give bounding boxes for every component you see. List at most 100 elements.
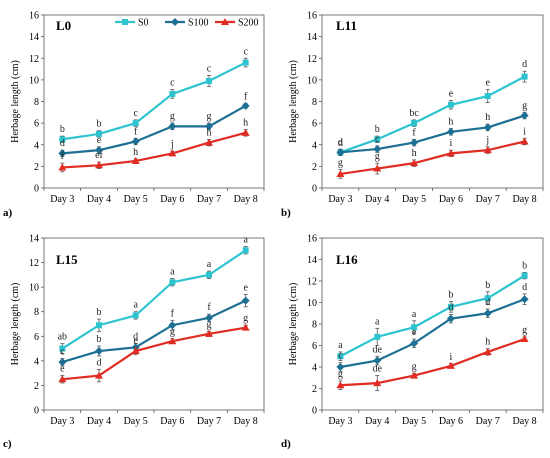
data-point bbox=[336, 363, 345, 371]
data-point bbox=[132, 312, 139, 319]
data-point bbox=[483, 123, 492, 132]
significance-letter: a bbox=[243, 235, 248, 246]
significance-letter: j bbox=[485, 135, 489, 146]
legend-label: S100 bbox=[188, 18, 209, 29]
data-point bbox=[521, 272, 528, 279]
series-s0: ab b a a a a bbox=[58, 235, 249, 354]
series-line bbox=[61, 249, 247, 350]
y-tick-label: 16 bbox=[307, 11, 317, 22]
data-point bbox=[58, 358, 67, 367]
data-point bbox=[410, 339, 419, 348]
y-tick-label: 2 bbox=[34, 162, 39, 173]
data-point bbox=[446, 127, 455, 136]
legend: S0 S100 S200 bbox=[115, 18, 259, 29]
data-point bbox=[59, 136, 66, 143]
legend-marker bbox=[171, 18, 179, 26]
significance-letter: b bbox=[375, 124, 380, 135]
significance-letter: c bbox=[338, 351, 343, 362]
significance-letter: e bbox=[449, 88, 454, 99]
significance-letter: c bbox=[375, 134, 380, 145]
significance-letter: b bbox=[97, 307, 102, 318]
series-s100: d cfh hg bbox=[336, 100, 529, 157]
significance-letter: h bbox=[485, 337, 490, 348]
significance-letter: a bbox=[207, 259, 212, 270]
series-line bbox=[340, 338, 525, 387]
significance-letter: b bbox=[485, 280, 490, 291]
data-point bbox=[169, 90, 176, 97]
significance-letter: d bbox=[133, 332, 138, 343]
y-tick-label: 2 bbox=[312, 384, 317, 395]
y-tick-label: 4 bbox=[312, 140, 317, 151]
panel-title: L0 bbox=[56, 18, 71, 33]
data-point bbox=[373, 145, 382, 154]
panel-title: L11 bbox=[336, 18, 357, 33]
series-s100: c b d f f e bbox=[58, 283, 250, 367]
series-s100: d efg gf bbox=[58, 92, 250, 158]
y-tick-label: 10 bbox=[29, 283, 39, 294]
significance-letter: e bbox=[243, 283, 248, 294]
significance-letter: i bbox=[450, 352, 453, 363]
data-point bbox=[96, 130, 102, 137]
significance-letter: d bbox=[60, 138, 65, 149]
significance-letter: ef bbox=[95, 150, 103, 161]
x-tick-label: Day 7 bbox=[197, 416, 221, 427]
x-tick-label: Day 3 bbox=[328, 416, 352, 427]
significance-letter: d bbox=[522, 282, 527, 293]
significance-letter: h bbox=[448, 117, 453, 128]
significance-letter: f bbox=[61, 151, 65, 162]
data-point bbox=[205, 122, 213, 131]
y-tick-label: 14 bbox=[307, 255, 317, 266]
y-tick-label: 4 bbox=[34, 356, 39, 367]
data-point bbox=[169, 279, 176, 286]
x-tick-label: Day 8 bbox=[234, 416, 258, 427]
x-tick-label: Day 5 bbox=[124, 194, 148, 205]
y-tick-label: 6 bbox=[312, 341, 317, 352]
significance-letter: e bbox=[97, 135, 102, 146]
data-point bbox=[337, 353, 344, 360]
data-point bbox=[410, 159, 419, 167]
series-line bbox=[62, 326, 246, 381]
data-point bbox=[168, 337, 177, 345]
data-point bbox=[205, 138, 213, 146]
data-point bbox=[242, 247, 249, 254]
data-point bbox=[168, 122, 177, 131]
data-point bbox=[95, 161, 103, 169]
chart-panel-2: 0 2 4 6 8 10 12 14 16 Day 3 Day 4 Day 5 Day 6 Day 7 Da… bbox=[281, 11, 544, 219]
data-point bbox=[446, 361, 455, 369]
significance-letter: f bbox=[207, 302, 211, 313]
significance-letter: c bbox=[133, 108, 138, 119]
panel-label: a) bbox=[3, 207, 13, 219]
y-tick-label: 14 bbox=[29, 234, 39, 245]
significance-letter: f bbox=[171, 308, 175, 319]
legend-label: S200 bbox=[238, 18, 259, 29]
data-point bbox=[520, 111, 529, 120]
data-point bbox=[446, 149, 455, 157]
x-tick-label: Day 3 bbox=[328, 194, 352, 205]
data-point bbox=[446, 314, 455, 323]
y-tick-label: 4 bbox=[34, 140, 39, 151]
data-point bbox=[373, 379, 382, 387]
series-line bbox=[340, 75, 526, 154]
x-tick-label: Day 5 bbox=[402, 194, 426, 205]
y-tick-label: 0 bbox=[312, 184, 317, 195]
y-tick-label: 8 bbox=[34, 97, 39, 108]
data-point bbox=[373, 356, 382, 365]
series-s200: g g h i j i bbox=[336, 126, 529, 179]
y-axis-label: Herbage length (cm) bbox=[10, 60, 21, 143]
x-tick-label: Day 6 bbox=[160, 416, 184, 427]
series-line bbox=[62, 104, 247, 155]
x-tick-label: Day 4 bbox=[87, 194, 111, 205]
plot-area bbox=[43, 14, 265, 189]
significance-letter: d bbox=[522, 59, 527, 70]
data-point bbox=[447, 101, 454, 108]
significance-letter: ab bbox=[58, 332, 67, 343]
significance-letter: f bbox=[244, 92, 248, 103]
y-tick-label: 0 bbox=[312, 406, 317, 417]
significance-letter: g bbox=[412, 361, 417, 372]
x-tick-label: Day 8 bbox=[512, 416, 536, 427]
significance-letter: a bbox=[375, 316, 380, 327]
significance-letter: h bbox=[243, 118, 248, 129]
x-tick-label: Day 6 bbox=[439, 416, 463, 427]
data-point bbox=[58, 149, 67, 158]
